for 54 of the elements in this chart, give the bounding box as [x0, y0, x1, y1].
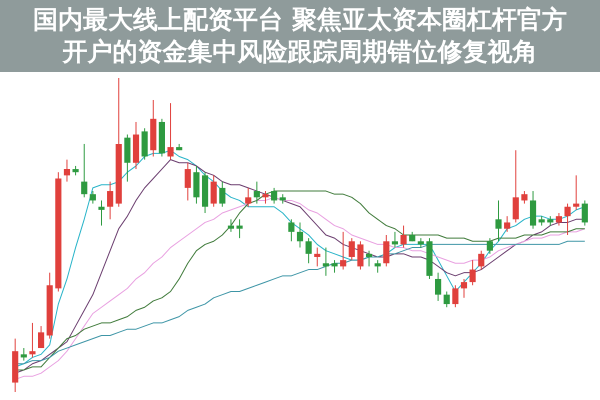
candlestick — [107, 181, 114, 220]
candlestick — [512, 150, 519, 223]
candlestick — [400, 225, 407, 248]
candlestick — [504, 216, 510, 232]
candlestick — [348, 238, 355, 261]
candlestick — [374, 260, 381, 274]
candlestick — [521, 190, 528, 204]
candlestick — [219, 181, 226, 208]
candlestick — [262, 190, 269, 204]
candlestick — [306, 238, 312, 264]
candlestick — [582, 200, 588, 226]
candlestick — [29, 322, 36, 358]
candlestick — [280, 194, 286, 204]
candlestick — [547, 216, 554, 226]
candlestick — [470, 260, 476, 286]
candlestick — [538, 216, 545, 226]
candlestick — [392, 231, 398, 248]
candlestick — [383, 234, 390, 267]
candlestick — [357, 240, 364, 270]
candlestick — [90, 190, 96, 204]
candlestick — [210, 174, 217, 208]
candlestick — [435, 272, 442, 302]
candlestick — [245, 187, 252, 208]
candlestick — [271, 187, 278, 204]
candlestick — [322, 247, 329, 276]
candlestick — [38, 326, 44, 349]
candlestick — [81, 143, 88, 198]
candlestick — [288, 218, 294, 242]
candlestick — [72, 165, 79, 176]
candlestick — [228, 218, 234, 232]
candlestick — [452, 284, 458, 308]
candlestick — [418, 238, 424, 248]
candlestick — [167, 102, 174, 160]
candlestick — [254, 181, 260, 204]
candlestick — [314, 247, 320, 267]
candlestick — [573, 174, 580, 210]
candlestick — [495, 200, 502, 242]
candlestick — [331, 260, 338, 274]
candlestick — [556, 212, 562, 226]
candlestick — [478, 250, 484, 270]
candlestick — [366, 250, 372, 267]
candlestick — [409, 231, 416, 242]
candlestick — [98, 200, 105, 226]
candlestick — [64, 159, 70, 182]
candlestick — [236, 218, 243, 239]
candlestick — [20, 348, 27, 362]
chart-title: 国内最大线上配资平台 聚焦亚太资本圈杠杆官方开户的资金集中风险跟踪周期错位修复视角 — [0, 0, 600, 72]
candlestick — [340, 231, 346, 270]
candlestick — [460, 278, 468, 298]
candlestick — [444, 291, 450, 308]
candlestick — [184, 162, 191, 201]
candlestick — [564, 203, 571, 236]
candlestick — [296, 222, 304, 248]
candlestick — [486, 238, 493, 254]
